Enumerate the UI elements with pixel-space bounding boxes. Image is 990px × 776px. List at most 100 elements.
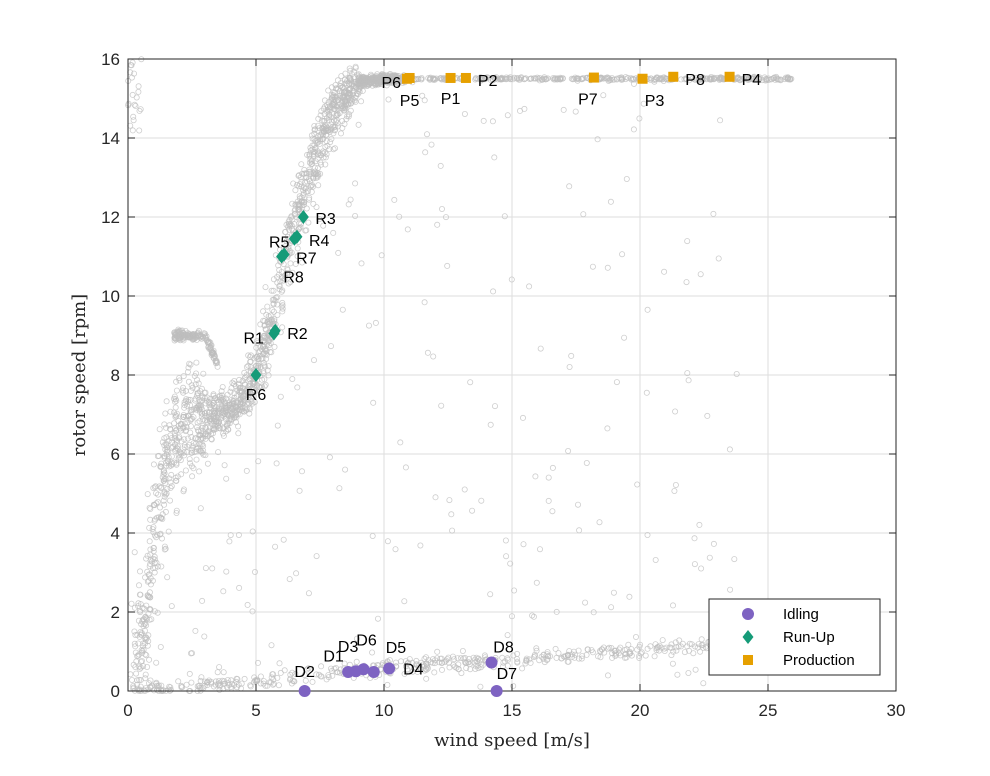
background-point: [341, 660, 348, 667]
background-point: [190, 331, 197, 338]
background-point: [311, 126, 318, 133]
background-point: [600, 92, 607, 99]
background-point: [193, 456, 200, 463]
background-point: [145, 632, 152, 639]
background-point: [167, 484, 174, 491]
background-point: [445, 654, 452, 661]
background-point: [296, 206, 303, 213]
background-point: [661, 645, 668, 652]
background-point: [154, 563, 161, 570]
background-point: [566, 363, 573, 370]
background-point: [338, 73, 345, 80]
background-point: [451, 656, 458, 663]
background-point: [159, 516, 166, 523]
background-point: [331, 101, 338, 108]
background-point: [634, 646, 641, 653]
background-point: [300, 184, 307, 191]
background-point: [339, 306, 346, 313]
background-point: [281, 275, 288, 282]
background-point: [305, 219, 312, 226]
background-point: [349, 87, 356, 94]
background-point: [311, 148, 318, 155]
y-tick-label: 2: [111, 603, 120, 622]
background-point: [289, 669, 296, 676]
point-label-d1: D1: [323, 648, 344, 665]
background-point: [159, 511, 166, 518]
background-point: [136, 568, 143, 575]
background-point: [636, 655, 643, 662]
background-point: [508, 613, 515, 620]
background-point: [135, 640, 142, 647]
background-point: [358, 260, 365, 267]
background-point: [267, 312, 274, 319]
background-point: [174, 328, 181, 335]
background-point: [553, 608, 560, 615]
background-point: [181, 436, 188, 443]
background-point: [247, 683, 254, 690]
background-point: [216, 664, 223, 671]
background-point: [305, 590, 312, 597]
background-point: [597, 647, 604, 654]
background-point: [521, 105, 528, 112]
background-point: [137, 658, 144, 665]
background-point: [606, 77, 613, 84]
background-point: [197, 402, 204, 409]
background-point: [684, 370, 691, 377]
point-label-p1: P1: [441, 91, 461, 108]
background-point: [226, 407, 233, 414]
background-point: [491, 154, 498, 161]
background-point: [197, 441, 204, 448]
background-point: [434, 221, 441, 228]
background-point: [327, 139, 334, 146]
background-point: [195, 380, 202, 387]
background-point: [622, 74, 629, 81]
background-point: [465, 659, 472, 666]
background-point: [421, 663, 428, 670]
background-point: [672, 408, 679, 415]
background-point: [421, 97, 428, 104]
background-point: [653, 645, 660, 652]
background-point: [131, 549, 138, 556]
background-point: [263, 351, 270, 358]
background-point: [172, 396, 179, 403]
background-point: [275, 271, 282, 278]
background-point: [142, 671, 149, 678]
background-point: [765, 77, 772, 84]
background-point: [457, 655, 464, 662]
background-point: [254, 659, 261, 666]
background-point: [613, 379, 620, 386]
background-point: [301, 198, 308, 205]
background-point: [686, 647, 693, 654]
background-point: [644, 306, 651, 313]
background-point: [331, 145, 338, 152]
background-point: [328, 135, 335, 142]
background-point: [214, 363, 221, 370]
background-point: [138, 647, 145, 654]
background-point: [140, 687, 147, 694]
background-point: [287, 278, 294, 285]
background-point: [749, 75, 756, 82]
background-point: [161, 467, 168, 474]
point-label-d7: D7: [497, 666, 518, 683]
background-point: [317, 161, 324, 168]
background-point: [142, 620, 149, 627]
background-point: [702, 643, 709, 650]
background-point: [384, 76, 391, 83]
background-point: [537, 345, 544, 352]
background-point: [181, 420, 188, 427]
background-point: [520, 541, 527, 548]
background-point: [415, 75, 422, 82]
background-point: [314, 127, 321, 134]
background-point: [188, 679, 195, 686]
background-point: [429, 656, 436, 663]
background-point: [355, 87, 362, 94]
background-point: [347, 107, 354, 114]
background-point: [340, 104, 347, 111]
background-point: [232, 419, 239, 426]
background-point: [292, 201, 299, 208]
x-tick-label: 0: [123, 701, 132, 720]
background-point: [717, 117, 724, 124]
background-point: [579, 653, 586, 660]
background-point: [583, 651, 590, 658]
background-point: [201, 389, 208, 396]
